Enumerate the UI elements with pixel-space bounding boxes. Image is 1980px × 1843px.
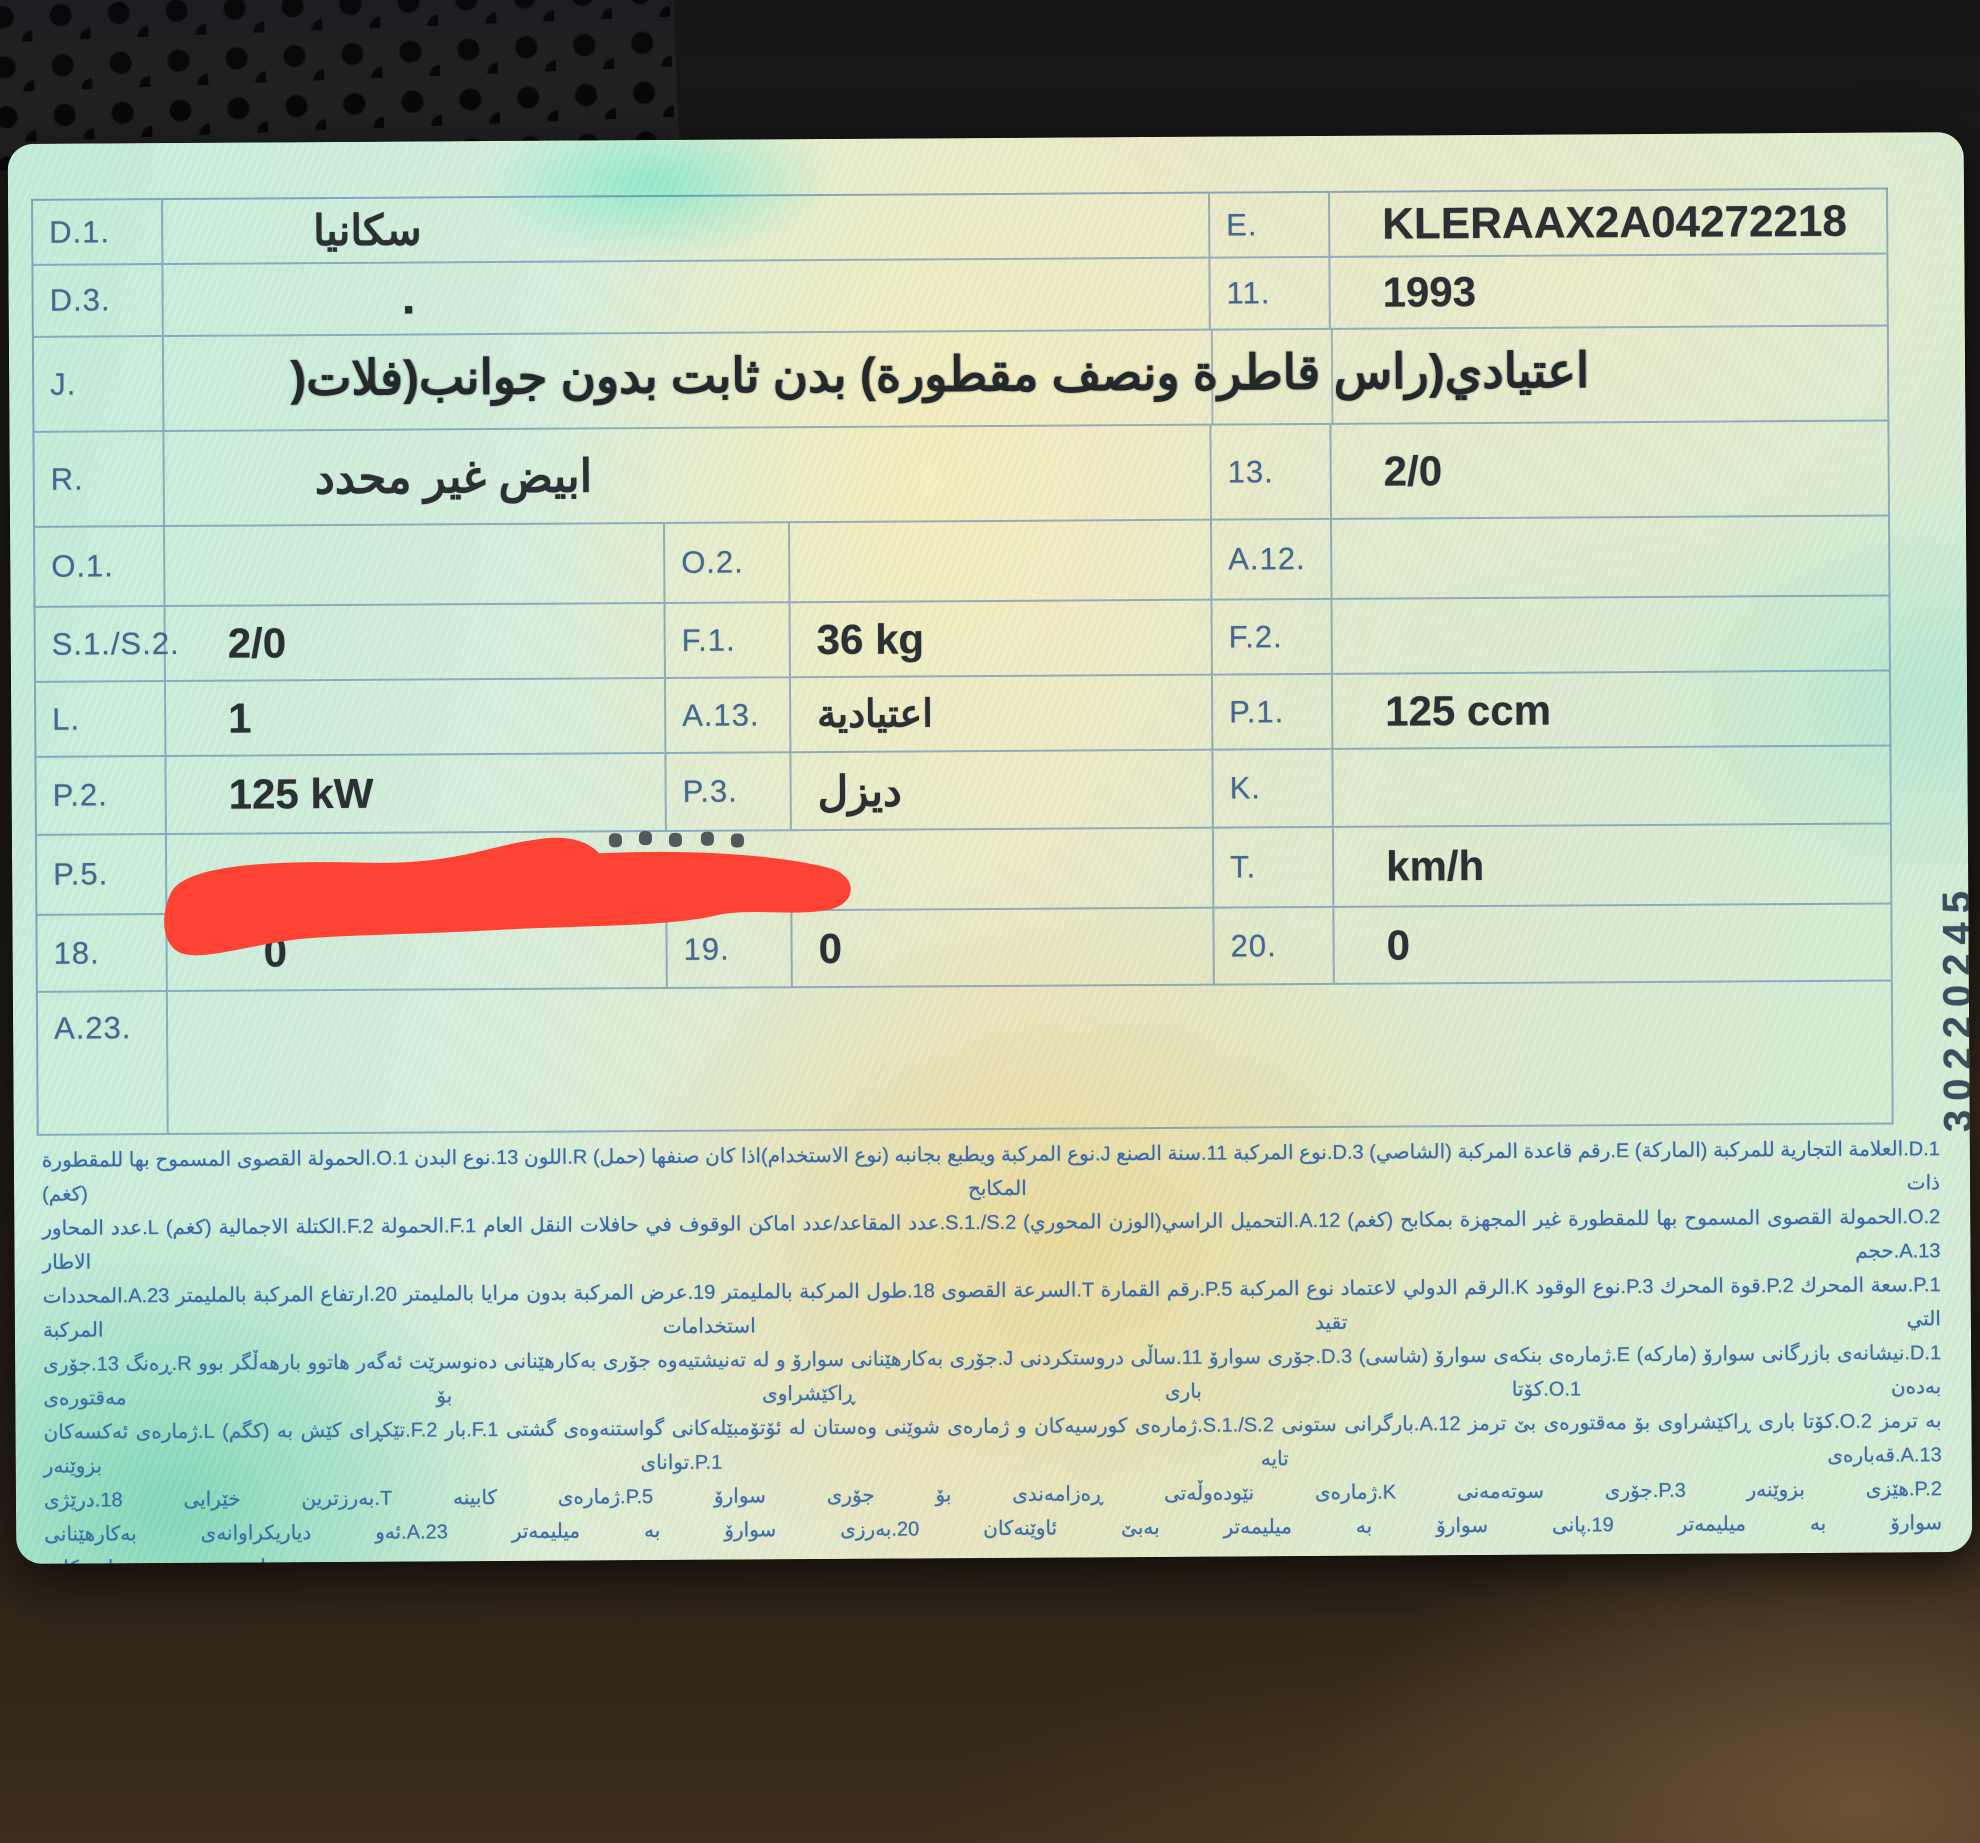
field-r-value: ابيض غير محدد bbox=[164, 425, 1213, 528]
hidden-digit-fragments bbox=[608, 831, 744, 848]
field-e-label: E. bbox=[1210, 192, 1331, 259]
field-p5-label: P.5. bbox=[36, 835, 168, 916]
field-p1-label: P.1. bbox=[1212, 674, 1334, 751]
field-r-label: R. bbox=[34, 432, 166, 528]
field-f2-value bbox=[1332, 596, 1891, 675]
field-a13-value: اعتيادية bbox=[790, 675, 1214, 754]
field-p2-value: 125 kW bbox=[166, 753, 667, 836]
field-e-value: KLERAAX2A04272218 bbox=[1330, 189, 1889, 258]
field-o2-value bbox=[790, 520, 1213, 604]
legend-kurdish-line: بە ترمز O.2.كۆتا باری ڕاكێشراوی بۆ مەقتو… bbox=[43, 1410, 1942, 1478]
field-o1-label: O.1. bbox=[35, 527, 166, 608]
field-13-value: 2/0 bbox=[1331, 421, 1890, 520]
redaction-scribble bbox=[164, 831, 851, 956]
field-20-label: 20. bbox=[1214, 907, 1335, 986]
field-11-label: 11. bbox=[1210, 257, 1331, 331]
field-s12-label: S.1./S.2. bbox=[35, 607, 180, 683]
field-l-value: 1 bbox=[165, 678, 667, 758]
field-f2-label: F.2. bbox=[1212, 599, 1333, 676]
field-d3-value: . bbox=[163, 258, 1211, 338]
field-p3-label: P.3. bbox=[666, 753, 792, 832]
field-a23-value bbox=[167, 981, 1894, 1136]
field-k-value bbox=[1333, 746, 1892, 828]
field-18-label: 18. bbox=[37, 915, 168, 993]
fields-table: D.1. سكانيا E. KLERAAX2A04272218 D.3. . … bbox=[31, 187, 1894, 1136]
field-d3-label: D.3. bbox=[33, 265, 164, 338]
field-f1-label: F.1. bbox=[665, 603, 791, 679]
field-p2-label: P.2. bbox=[36, 757, 167, 836]
field-a13-label: A.13. bbox=[665, 678, 792, 754]
field-l-label: L. bbox=[35, 682, 167, 758]
legend-block: D.1.العلامة التجارية للمركبة (الماركة) E… bbox=[42, 1132, 1944, 1564]
field-a12-label: A.12. bbox=[1212, 519, 1333, 601]
field-j-label: J. bbox=[33, 337, 165, 433]
field-s12-value: 2/0 bbox=[165, 603, 666, 683]
legend-kurdish-line: D.1.نیشانەی بازرگانی سوارۆ (ماركە) E.ژما… bbox=[43, 1342, 1942, 1410]
field-o2-label: O.2. bbox=[665, 523, 791, 604]
serial-number: 30220245 bbox=[1935, 881, 1973, 1133]
field-p1-value: 125 ccm bbox=[1332, 671, 1892, 750]
field-a23-label: A.23. bbox=[37, 992, 169, 1136]
field-k-label: K. bbox=[1213, 749, 1334, 829]
field-f1-value: 36 kg bbox=[790, 600, 1213, 679]
field-o1-value bbox=[165, 523, 666, 608]
field-20-value: 0 bbox=[1334, 904, 1893, 985]
registration-card: D.1. سكانيا E. KLERAAX2A04272218 D.3. . … bbox=[7, 132, 1973, 1564]
field-a12-value bbox=[1332, 516, 1891, 600]
field-j-value: اعتيادي(راس قاطرة ونصف مقطورة) بدن ثابت … bbox=[289, 344, 1590, 406]
field-t-label: T. bbox=[1213, 827, 1335, 909]
legend-arabic-line: O.2.الحمولة القصوى المسموح بها للمقطورة … bbox=[42, 1206, 1941, 1274]
legend-arabic-line: D.1.العلامة التجارية للمركبة (الماركة) E… bbox=[41, 1138, 1941, 1206]
field-13-label: 13. bbox=[1211, 424, 1333, 521]
field-p3-value: ديزل bbox=[791, 750, 1214, 832]
legend-arabic-line: P.1.سعة المحرك P.2.قوة المحرك P.3.نوع ال… bbox=[42, 1274, 1941, 1342]
field-j-value-cell: اعتيادي(راس قاطرة ونصف مقطورة) بدن ثابت … bbox=[163, 326, 1890, 433]
field-d1-label: D.1. bbox=[33, 200, 164, 266]
field-d1-value: سكانيا bbox=[163, 193, 1211, 266]
field-11-value: 1993 bbox=[1330, 254, 1889, 330]
field-t-value: km/h bbox=[1333, 824, 1893, 908]
